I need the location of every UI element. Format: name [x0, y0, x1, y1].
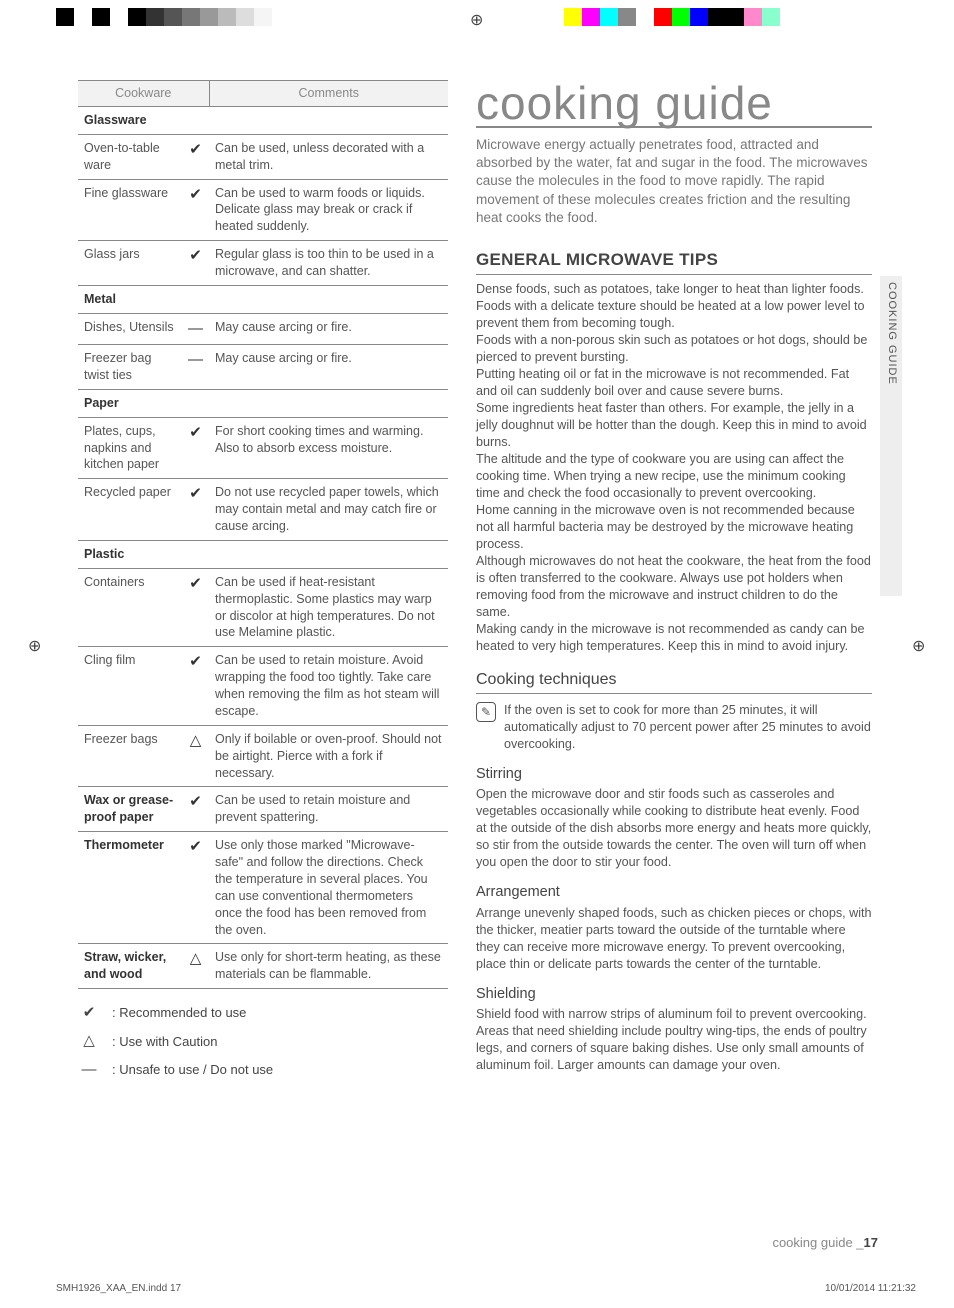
table-row: Can be used to retain moisture and preve… [209, 787, 448, 832]
table-row [182, 106, 209, 134]
side-tab-label: COOKING GUIDE [880, 276, 903, 391]
table-row [182, 285, 209, 313]
table-row: ✔ [182, 417, 209, 479]
technique-heading: Arrangement [476, 883, 872, 903]
table-row: ✔ [182, 479, 209, 541]
table-row [209, 389, 448, 417]
note-text: If the oven is set to cook for more than… [504, 702, 872, 753]
table-row [209, 285, 448, 313]
registration-mark-icon: ⊕ [470, 10, 483, 32]
table-row: Can be used to warm foods or liquids. De… [209, 179, 448, 241]
table-row: Oven-to-table ware [78, 134, 182, 179]
right-column: COOKING GUIDE cooking guide Microwave en… [476, 80, 872, 1088]
table-row: ✔ [182, 568, 209, 647]
table-row: Use only those marked "Microwave-safe" a… [209, 832, 448, 944]
legend: ✔ : Recommended to use △ : Use with Caution… [78, 1003, 448, 1080]
table-row: Do not use recycled paper towels, which … [209, 479, 448, 541]
table-row: Recycled paper [78, 479, 182, 541]
legend-symbol: △ [78, 1031, 100, 1051]
note-icon: ✎ [476, 702, 496, 722]
meta-file: SMH1926_XAA_EN.indd 17 [56, 1282, 181, 1296]
table-header-cookware: Cookware [78, 81, 209, 107]
technique-heading: Stirring [476, 765, 872, 785]
technique-sections: StirringOpen the microwave door and stir… [476, 765, 872, 1075]
table-row: Plates, cups, napkins and kitchen paper [78, 417, 182, 479]
technique-body: Open the microwave door and stir foods s… [476, 786, 872, 871]
table-row: Wax or grease-proof paper [78, 787, 182, 832]
heading-tips: GENERAL MICROWAVE TIPS [476, 249, 872, 275]
technique-heading: Shielding [476, 985, 872, 1005]
meta-timestamp: 10/01/2014 11:21:32 [825, 1282, 916, 1296]
tips-body: Dense foods, such as potatoes, take long… [476, 281, 872, 655]
color-calibration-left [56, 8, 290, 26]
table-row: Metal [78, 285, 182, 313]
table-row: Fine glassware [78, 179, 182, 241]
table-row: ✔ [182, 832, 209, 944]
table-row [182, 540, 209, 568]
table-row: — [182, 345, 209, 390]
table-row: ✔ [182, 647, 209, 726]
table-row: Freezer bags [78, 725, 182, 787]
table-row: Paper [78, 389, 182, 417]
table-row: Only if boilable or oven-proof. Should n… [209, 725, 448, 787]
table-row: Can be used if heat-resistant thermoplas… [209, 568, 448, 647]
side-tab: COOKING GUIDE [880, 276, 902, 596]
heading-techniques: Cooking techniques [476, 669, 872, 694]
intro-text: Microwave energy actually penetrates foo… [476, 136, 872, 227]
table-row: Dishes, Utensils [78, 313, 182, 344]
table-row: ✔ [182, 787, 209, 832]
footer-label: cooking guide _ [772, 1235, 863, 1250]
table-row: Regular glass is too thin to be used in … [209, 241, 448, 286]
note-box: ✎ If the oven is set to cook for more th… [476, 702, 872, 753]
page-title: cooking guide [476, 80, 872, 128]
table-header-comments: Comments [209, 81, 448, 107]
technique-body: Shield food with narrow strips of alumin… [476, 1006, 872, 1074]
table-row: Cling film [78, 647, 182, 726]
table-row: Straw, wicker, and wood [78, 944, 182, 989]
registration-mark-icon: ⊕ [28, 636, 41, 658]
print-meta: SMH1926_XAA_EN.indd 17 10/01/2014 11:21:… [56, 1282, 916, 1296]
technique-body: Arrange unevenly shaped foods, such as c… [476, 905, 872, 973]
table-row [209, 540, 448, 568]
color-calibration-right [564, 8, 798, 26]
left-column: Cookware Comments GlasswareOven-to-table… [78, 80, 448, 1088]
table-row: Glassware [78, 106, 182, 134]
table-row: Freezer bag twist ties [78, 345, 182, 390]
table-row: — [182, 313, 209, 344]
table-row: May cause arcing or fire. [209, 345, 448, 390]
legend-text: : Unsafe to use / Do not use [112, 1061, 273, 1079]
legend-text: : Recommended to use [112, 1004, 246, 1022]
table-row: May cause arcing or fire. [209, 313, 448, 344]
legend-symbol: — [78, 1060, 100, 1080]
registration-mark-icon: ⊕ [912, 636, 925, 658]
page-number: 17 [864, 1235, 878, 1250]
table-row: Glass jars [78, 241, 182, 286]
table-body: GlasswareOven-to-table ware✔Can be used,… [78, 106, 448, 988]
table-row [182, 389, 209, 417]
table-row: Can be used to retain moisture. Avoid wr… [209, 647, 448, 726]
table-row: For short cooking times and warming. Als… [209, 417, 448, 479]
table-row: △ [182, 725, 209, 787]
table-row: △ [182, 944, 209, 989]
table-row [209, 106, 448, 134]
table-row: Can be used, unless decorated with a met… [209, 134, 448, 179]
legend-text: : Use with Caution [112, 1033, 218, 1051]
page-content: Cookware Comments GlasswareOven-to-table… [78, 80, 878, 1088]
table-row: Use only for short-term heating, as thes… [209, 944, 448, 989]
cookware-table: Cookware Comments GlasswareOven-to-table… [78, 80, 448, 989]
page-footer: cooking guide _17 [78, 1234, 878, 1252]
table-row: Thermometer [78, 832, 182, 944]
table-row: Plastic [78, 540, 182, 568]
table-row: ✔ [182, 134, 209, 179]
legend-symbol: ✔ [78, 1003, 100, 1023]
table-row: Containers [78, 568, 182, 647]
table-row: ✔ [182, 241, 209, 286]
table-row: ✔ [182, 179, 209, 241]
